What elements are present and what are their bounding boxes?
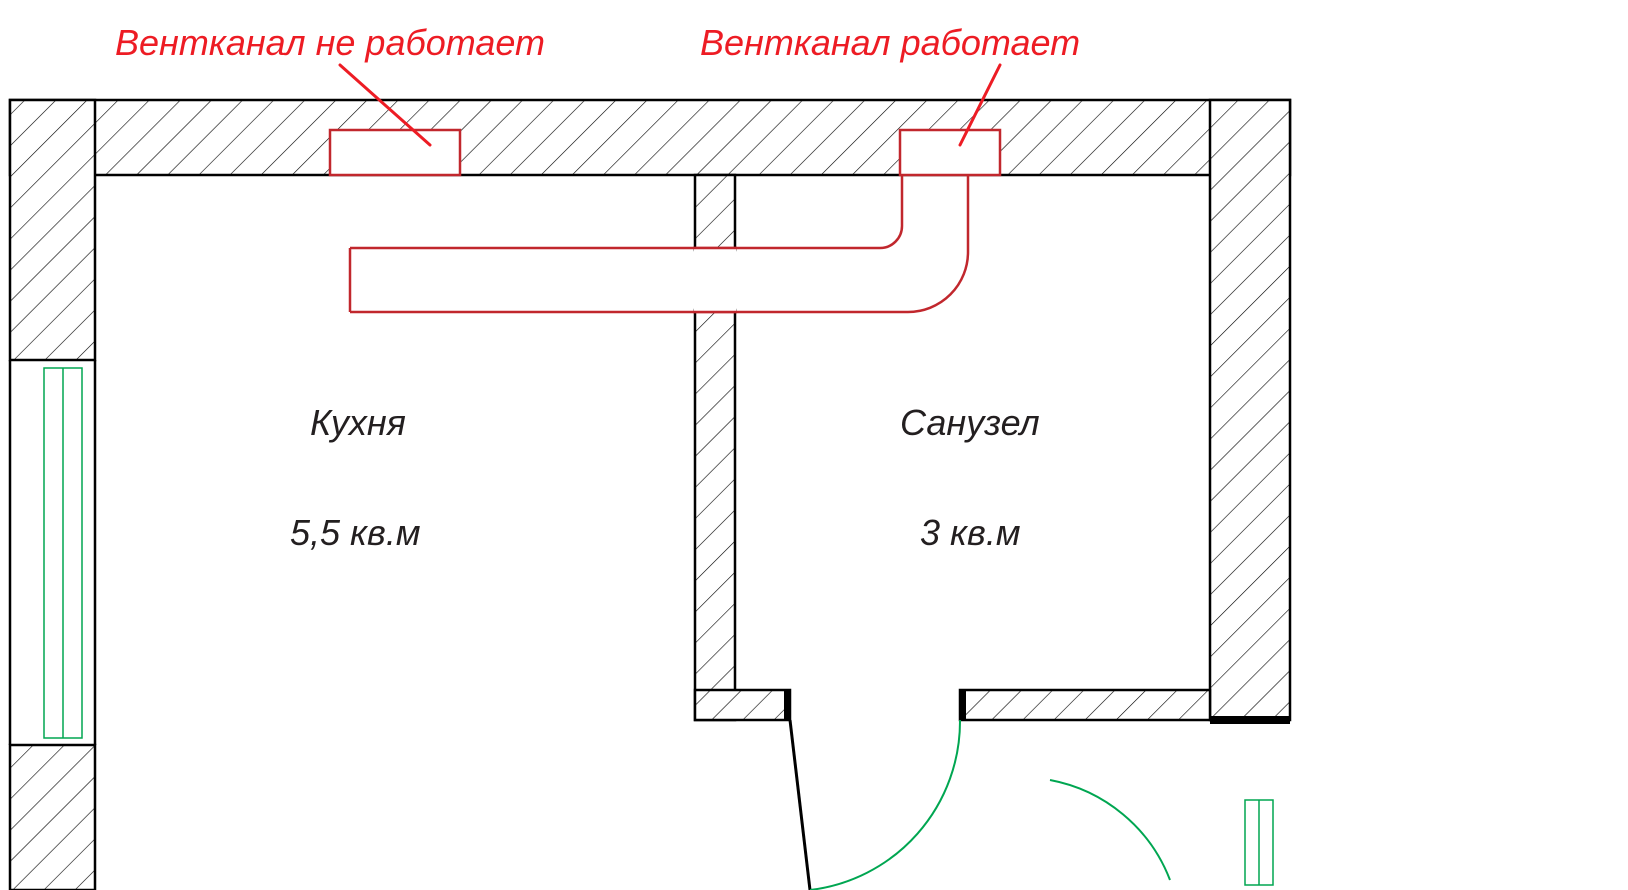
annot-right: Вентканал работает [700,22,1080,63]
door-jamb [960,690,966,720]
room-name-bathroom: Санузел [900,402,1040,443]
wall [960,690,1210,720]
duct-inner [350,175,902,248]
duct-outer [350,175,968,312]
door-jamb [1210,716,1290,724]
vent-left [330,130,460,175]
vent-right [900,130,1000,175]
duct-wall-gap [694,249,736,311]
room-name-kitchen: Кухня [310,402,406,443]
room-area-bathroom: 3 кв.м [920,512,1021,553]
wall [10,745,95,890]
door-jamb [784,690,790,720]
wall [695,175,735,250]
wall [10,100,1290,175]
annot-left: Вентканал не работает [115,22,545,63]
room-area-kitchen: 5,5 кв.м [290,512,421,553]
wall [1210,100,1290,720]
door-arc-right [1050,780,1170,880]
wall [10,100,95,360]
wall [695,690,790,720]
door-leaf [790,720,810,890]
door-arc-bathroom [810,720,960,890]
wall [695,310,735,720]
